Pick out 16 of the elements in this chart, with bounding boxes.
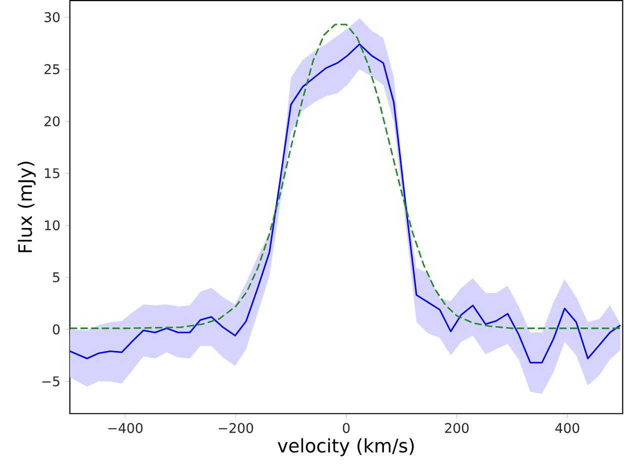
x-tick-label: 200 bbox=[445, 423, 469, 434]
y-tick-label: 5 bbox=[53, 272, 60, 283]
y-tick-label: 10 bbox=[45, 220, 60, 231]
x-tick-label: −200 bbox=[218, 423, 254, 434]
y-tick-label: 30 bbox=[44, 12, 60, 22]
x-tick-label: −400 bbox=[108, 423, 143, 434]
y-tick-label: 25 bbox=[44, 64, 60, 74]
x-tick-label: 0 bbox=[342, 423, 350, 434]
y-tick-label: 20 bbox=[44, 116, 60, 127]
y-tick-label: 0 bbox=[52, 324, 60, 335]
y-tick-label: 15 bbox=[45, 168, 60, 178]
y-axis-title: Flux (mJy) bbox=[18, 162, 36, 252]
y-tick-label: −5 bbox=[42, 376, 60, 387]
x-axis-title: velocity (km/s) bbox=[278, 438, 414, 456]
line-series bbox=[70, 44, 622, 364]
x-tick-label: 400 bbox=[555, 423, 580, 434]
